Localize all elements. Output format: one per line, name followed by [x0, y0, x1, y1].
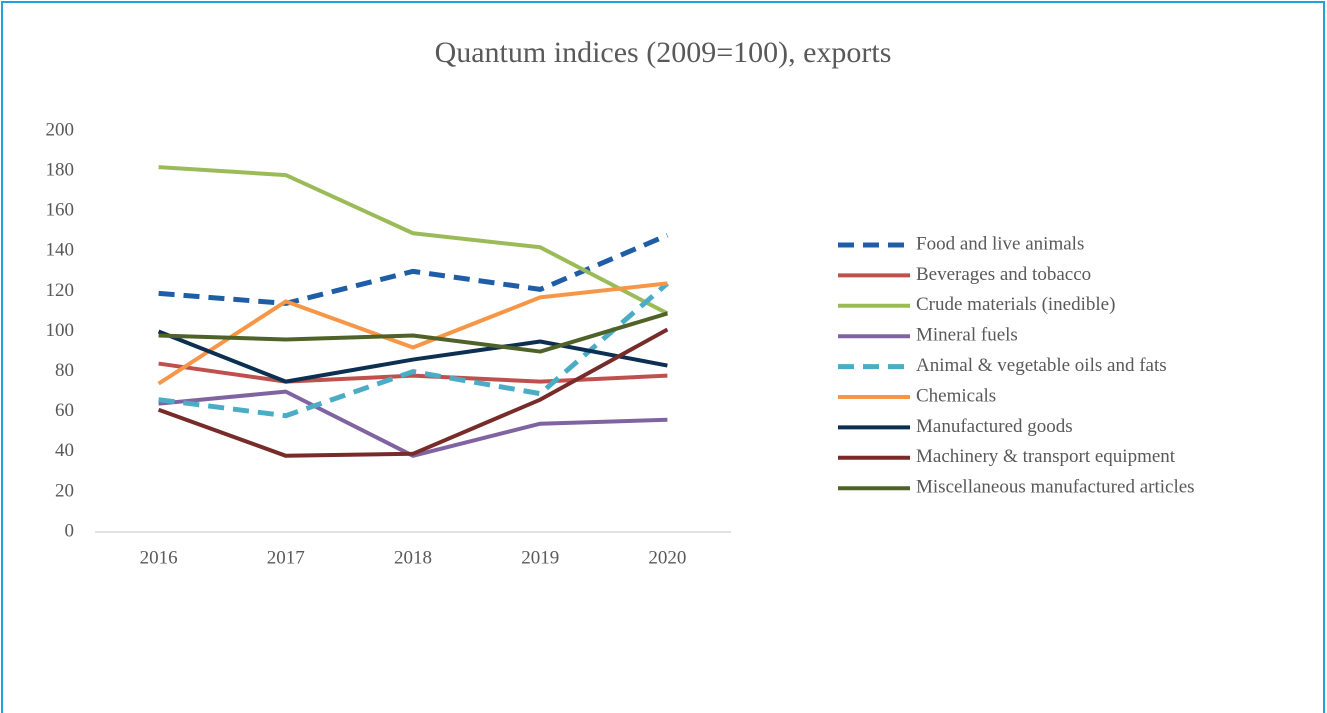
y-tick-label: 100 — [46, 320, 75, 341]
legend-label: Animal & vegetable oils and fats — [916, 355, 1167, 376]
legend-label: Mineral fuels — [916, 325, 1018, 346]
x-tick-label: 2016 — [140, 547, 178, 568]
y-tick-label: 20 — [55, 480, 74, 501]
y-tick-label: 140 — [46, 240, 75, 261]
legend-label: Miscellaneous manufactured articles — [916, 477, 1195, 498]
y-tick-label: 120 — [46, 280, 75, 301]
legend-label: Beverages and tobacco — [916, 264, 1091, 285]
series-line — [157, 327, 669, 458]
series-line — [157, 281, 668, 386]
series-line — [158, 361, 668, 384]
series-line — [158, 281, 670, 419]
legend-label: Machinery & transport equipment — [916, 446, 1176, 467]
series-line — [157, 329, 668, 384]
series-line — [158, 389, 668, 458]
series-line — [158, 311, 668, 354]
x-tick-label: 2019 — [521, 547, 559, 568]
y-tick-label: 0 — [65, 520, 75, 541]
y-tick-label: 200 — [46, 119, 75, 140]
x-tick-label: 2020 — [648, 547, 686, 568]
y-tick-label: 60 — [55, 400, 74, 421]
y-tick-label: 180 — [46, 159, 75, 180]
legend-label: Food and live animals — [916, 233, 1084, 254]
y-tick-label: 40 — [55, 440, 74, 461]
chart-title: Quantum indices (2009=100), exports — [435, 36, 892, 69]
legend-label: Chemicals — [916, 385, 996, 406]
x-tick-label: 2017 — [267, 547, 305, 568]
y-tick-label: 80 — [55, 360, 74, 381]
x-tick-label: 2018 — [394, 547, 432, 568]
legend-label: Manufactured goods — [916, 416, 1073, 437]
series-line — [158, 165, 669, 316]
y-tick-label: 160 — [46, 200, 75, 221]
legend-label: Crude materials (inedible) — [916, 294, 1115, 315]
